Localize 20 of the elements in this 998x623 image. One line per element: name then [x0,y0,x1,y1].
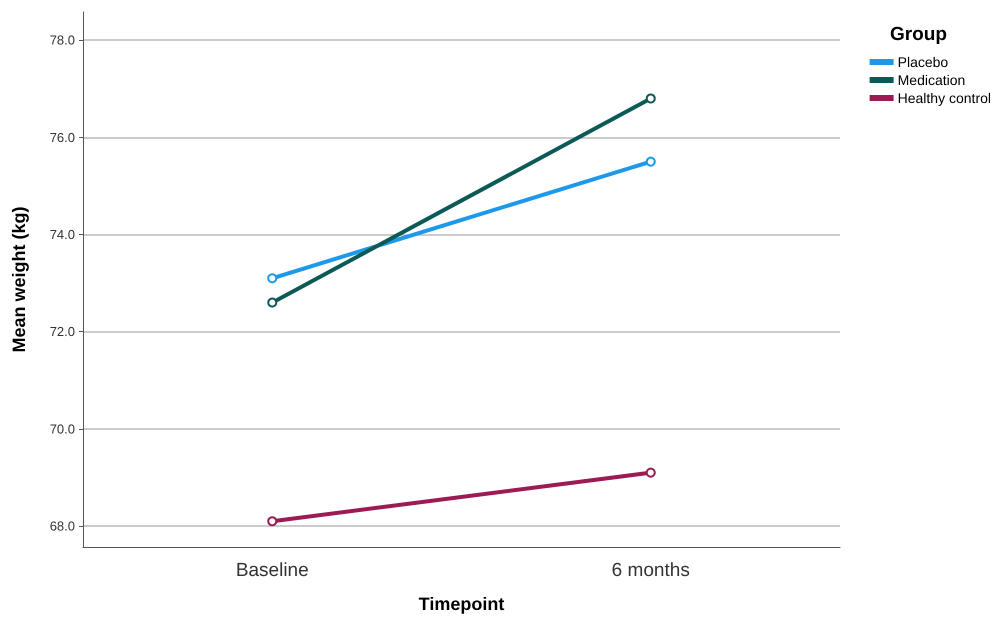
legend-label: Healthy control [898,90,992,106]
legend-label: Placebo [898,54,948,70]
y-tick-label: 72.0 [50,324,75,340]
y-tick-label: 76.0 [50,130,75,145]
point [646,93,656,104]
y-axis-title: Mean weight (kg) [9,206,29,353]
point [646,468,656,478]
legend-title: Group [890,24,948,45]
x-tick-label: Baseline [236,560,309,581]
y-tick-label: 78.0 [50,32,75,48]
point [646,156,656,167]
point [267,298,278,308]
y-tick-label: 70.0 [50,421,75,436]
point [267,516,278,526]
x-tick-label: 6 months [612,560,690,581]
x-axis-title: Timepoint [418,594,504,614]
y-tick-label: 68.0 [50,518,75,534]
y-tick-label: 74.0 [50,227,75,242]
legend-label: Medication [898,72,966,88]
point [267,273,278,284]
